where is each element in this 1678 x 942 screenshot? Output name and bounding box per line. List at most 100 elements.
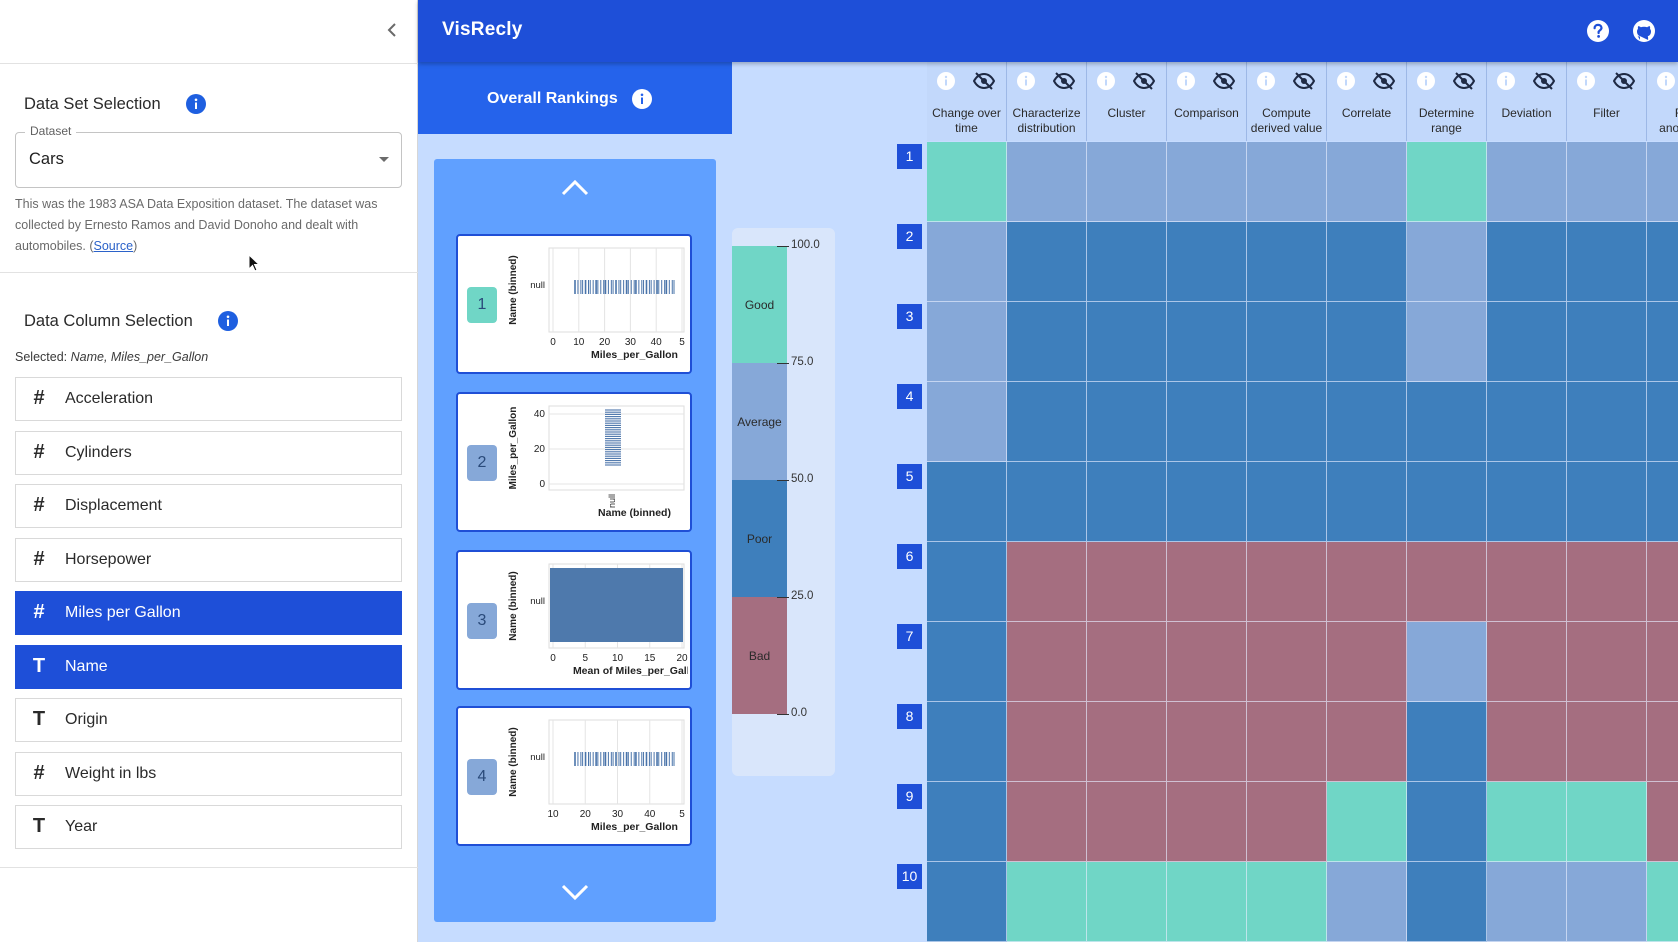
ranking-cell[interactable]	[1567, 542, 1647, 622]
ranking-cell[interactable]	[1327, 702, 1407, 782]
ranking-cell[interactable]	[927, 222, 1007, 302]
info-icon[interactable]	[1497, 72, 1515, 90]
info-icon[interactable]	[218, 311, 238, 331]
ranking-card[interactable]: 2 40 20 0 null Name (binned) Miles_per_Gallon	[456, 392, 692, 532]
ranking-cell[interactable]	[1407, 702, 1487, 782]
ranking-cell[interactable]	[1327, 302, 1407, 382]
column-item[interactable]: # Miles per Gallon	[15, 591, 402, 635]
ranking-cell[interactable]	[927, 382, 1007, 462]
hide-eye-icon[interactable]	[1133, 72, 1155, 90]
ranking-card[interactable]: 3 0 5 10 15 20 null Mean of Miles_per_Gallo Name…	[456, 550, 692, 690]
ranking-cell[interactable]	[1007, 782, 1087, 862]
ranking-cell[interactable]	[927, 622, 1007, 702]
ranking-cell[interactable]	[1487, 622, 1567, 702]
ranking-cell[interactable]	[1487, 302, 1567, 382]
column-item[interactable]: T Origin	[15, 698, 402, 742]
ranking-cell[interactable]	[1567, 782, 1647, 862]
ranking-cell[interactable]	[927, 542, 1007, 622]
chevron-up-icon[interactable]	[555, 175, 595, 199]
ranking-cell[interactable]	[1407, 622, 1487, 702]
ranking-cell[interactable]	[1647, 862, 1678, 942]
ranking-cell[interactable]	[1087, 542, 1167, 622]
ranking-cell[interactable]	[1567, 142, 1647, 222]
ranking-cell[interactable]	[1007, 222, 1087, 302]
info-icon[interactable]	[1337, 72, 1355, 90]
ranking-cell[interactable]	[1647, 382, 1678, 462]
column-item[interactable]: # Weight in lbs	[15, 751, 402, 796]
ranking-cell[interactable]	[1567, 382, 1647, 462]
ranking-cell[interactable]	[1167, 542, 1247, 622]
hide-eye-icon[interactable]	[1453, 72, 1475, 90]
ranking-cell[interactable]	[1167, 462, 1247, 542]
ranking-cell[interactable]	[1647, 782, 1678, 862]
ranking-cell[interactable]	[927, 782, 1007, 862]
ranking-cell[interactable]	[1007, 862, 1087, 942]
ranking-cell[interactable]	[1247, 862, 1327, 942]
ranking-cell[interactable]	[1487, 222, 1567, 302]
ranking-cell[interactable]	[1487, 542, 1567, 622]
column-item[interactable]: T Year	[15, 805, 402, 849]
ranking-cell[interactable]	[1647, 222, 1678, 302]
ranking-cell[interactable]	[1327, 462, 1407, 542]
hide-eye-icon[interactable]	[1373, 72, 1395, 90]
ranking-cell[interactable]	[1007, 142, 1087, 222]
ranking-cell[interactable]	[927, 302, 1007, 382]
source-link[interactable]: Source	[93, 239, 134, 253]
info-icon[interactable]	[632, 89, 652, 109]
info-icon[interactable]	[1017, 72, 1035, 90]
ranking-cell[interactable]	[1647, 142, 1678, 222]
column-item[interactable]: # Horsepower	[15, 537, 402, 582]
ranking-cell[interactable]	[1167, 862, 1247, 942]
hide-eye-icon[interactable]	[1293, 72, 1315, 90]
ranking-cell[interactable]	[1487, 782, 1567, 862]
hide-eye-icon[interactable]	[1613, 72, 1635, 90]
ranking-cell[interactable]	[1567, 702, 1647, 782]
ranking-cell[interactable]	[1087, 382, 1167, 462]
ranking-cell[interactable]	[1087, 622, 1167, 702]
github-icon[interactable]	[1632, 19, 1656, 43]
help-icon[interactable]	[1586, 19, 1610, 43]
ranking-cell[interactable]	[1647, 542, 1678, 622]
ranking-cell[interactable]	[1007, 542, 1087, 622]
ranking-cell[interactable]	[1087, 222, 1167, 302]
ranking-cell[interactable]	[1087, 462, 1167, 542]
ranking-cell[interactable]	[1407, 142, 1487, 222]
ranking-cell[interactable]	[1647, 622, 1678, 702]
ranking-cell[interactable]	[1007, 622, 1087, 702]
ranking-cell[interactable]	[927, 462, 1007, 542]
info-icon[interactable]	[1417, 72, 1435, 90]
ranking-cell[interactable]	[1087, 302, 1167, 382]
ranking-cell[interactable]	[1327, 142, 1407, 222]
ranking-cell[interactable]	[1327, 622, 1407, 702]
ranking-cell[interactable]	[1007, 702, 1087, 782]
ranking-card[interactable]: 4 10 20 30 40 5 null Miles_per_Gallon Name (binn…	[456, 706, 692, 846]
column-item[interactable]: # Acceleration	[15, 377, 402, 421]
ranking-cell[interactable]	[1567, 622, 1647, 702]
ranking-cell[interactable]	[1007, 382, 1087, 462]
ranking-cell[interactable]	[1247, 622, 1327, 702]
ranking-cell[interactable]	[1247, 302, 1327, 382]
ranking-cell[interactable]	[1327, 222, 1407, 302]
ranking-cell[interactable]	[1327, 862, 1407, 942]
column-item[interactable]: # Displacement	[15, 484, 402, 528]
ranking-cell[interactable]	[1567, 222, 1647, 302]
info-icon[interactable]	[937, 72, 955, 90]
ranking-cell[interactable]	[1487, 462, 1567, 542]
rankings-list[interactable]: 1 0 10 20 30 40 5 null Miles_per_Gallon Name (bin…	[434, 159, 716, 922]
ranking-cell[interactable]	[1167, 142, 1247, 222]
ranking-cell[interactable]	[1567, 462, 1647, 542]
ranking-cell[interactable]	[1247, 382, 1327, 462]
hide-eye-icon[interactable]	[973, 72, 995, 90]
ranking-cell[interactable]	[1407, 542, 1487, 622]
ranking-cell[interactable]	[1647, 302, 1678, 382]
ranking-cell[interactable]	[1487, 862, 1567, 942]
ranking-cell[interactable]	[1007, 302, 1087, 382]
ranking-cell[interactable]	[1407, 782, 1487, 862]
hide-eye-icon[interactable]	[1533, 72, 1555, 90]
ranking-cell[interactable]	[1487, 382, 1567, 462]
ranking-cell[interactable]	[1247, 702, 1327, 782]
column-item[interactable]: # Cylinders	[15, 430, 402, 475]
info-icon[interactable]	[1577, 72, 1595, 90]
ranking-cell[interactable]	[1167, 782, 1247, 862]
ranking-cell[interactable]	[1167, 622, 1247, 702]
